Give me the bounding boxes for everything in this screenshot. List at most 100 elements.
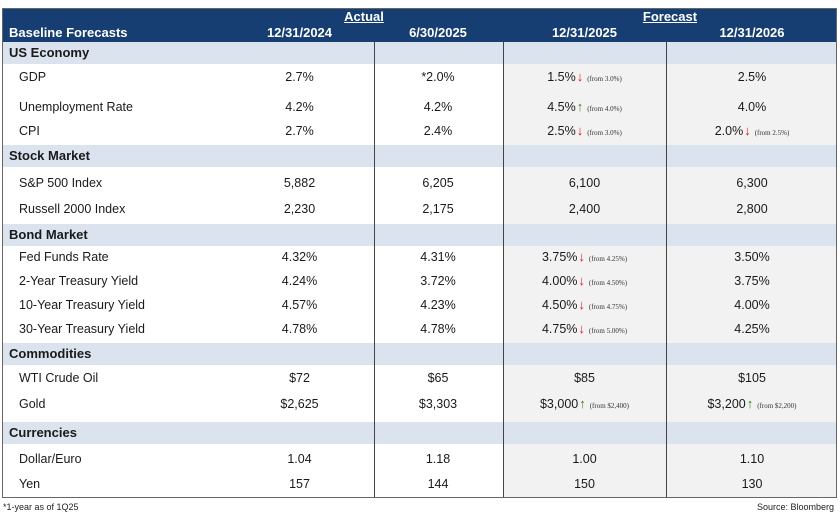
value-cell: 4.78%	[232, 317, 367, 341]
cell-value: 2,230	[283, 202, 316, 216]
column-divider	[503, 42, 504, 498]
section-label: Currencies	[9, 425, 77, 440]
cell-value: 1.18	[425, 452, 451, 466]
value-cell: 2,230	[232, 196, 367, 222]
value-cell: $85	[503, 366, 666, 390]
prior-forecast-note: (from 5.00%)	[588, 327, 628, 335]
row-label: Fed Funds Rate	[19, 250, 109, 264]
section-label: Stock Market	[9, 148, 90, 163]
cell-value: 4.23%	[420, 298, 456, 312]
section-label: US Economy	[9, 45, 90, 60]
cell-value: $2,625	[280, 397, 319, 411]
cell-value: 2,800	[736, 202, 768, 216]
table-row: 10-Year Treasury Yield 4.57% 4.23% 4.50%↓ (f…	[2, 293, 837, 317]
prior-forecast-note: (from 4.25%)	[588, 255, 628, 263]
cell-value: $3,000	[539, 397, 579, 411]
cell-value: $85	[574, 371, 595, 385]
section-label: Commodities	[9, 346, 92, 361]
prior-forecast-note: (from 4.50%)	[588, 279, 628, 287]
value-cell: 3.75%↓ (from 4.25%)	[503, 245, 666, 271]
table-header: Baseline Forecasts Actual Forecast 12/31…	[2, 8, 837, 42]
cell-value: 1.10	[739, 452, 765, 466]
cell-value: 4.50%	[541, 298, 578, 312]
cell-value: 3.75%	[734, 274, 770, 288]
cell-value: *2.0%	[421, 70, 455, 84]
value-cell: 6,205	[374, 170, 502, 196]
value-cell: 144	[374, 472, 502, 496]
value-cell: 4.32%	[232, 245, 367, 269]
value-cell: $3,303	[374, 391, 502, 417]
cell-value: 4.32%	[281, 250, 318, 264]
value-cell: 4.78%	[374, 317, 502, 341]
row-label: Dollar/Euro	[19, 452, 82, 466]
cell-value: 4.00%	[734, 298, 770, 312]
cell-value: 3.72%	[420, 274, 456, 288]
row-label: 30-Year Treasury Yield	[19, 322, 146, 336]
value-cell: 3.72%	[374, 269, 502, 293]
cell-value: 4.2%	[423, 100, 453, 114]
value-cell: 4.5%↑ (from 4.0%)	[503, 95, 666, 121]
cell-value: 2.7%	[285, 124, 314, 138]
value-cell: 1.10	[667, 447, 837, 471]
cell-value: 150	[574, 477, 595, 491]
cell-value: 157	[289, 477, 310, 491]
value-cell: 2.5%	[667, 65, 837, 89]
value-cell: 4.00%	[667, 293, 837, 317]
arrow-up-icon: ↑	[579, 396, 586, 411]
value-cell: 4.2%	[374, 95, 502, 119]
row-label: Gold	[19, 397, 46, 411]
cell-value: $3,303	[418, 397, 458, 411]
cell-value: 1.04	[287, 452, 312, 466]
arrow-down-icon: ↓	[578, 297, 585, 312]
cell-value: 2.7%	[285, 70, 314, 84]
value-cell: 2.5%↓ (from 3.0%)	[503, 119, 666, 145]
row-label: WTI Crude Oil	[19, 371, 99, 385]
cell-value: $72	[289, 371, 310, 385]
value-cell: 6,100	[503, 170, 666, 196]
cell-value: 1.00	[572, 452, 597, 466]
value-cell: $105	[667, 366, 837, 390]
table-row: Yen 157 144 150 130	[2, 472, 837, 496]
prior-forecast-note: (from 4.0%)	[587, 105, 622, 113]
row-label: Unemployment Rate	[19, 100, 133, 114]
arrow-down-icon: ↓	[744, 123, 751, 138]
cell-value: $3,200	[707, 397, 746, 411]
cell-value: $105	[738, 371, 766, 385]
value-cell: 4.31%	[374, 245, 502, 269]
value-cell: 2.0%↓ (from 2.5%)	[667, 119, 837, 145]
table-row: Unemployment Rate 4.2% 4.2% 4.5%↑ (from 4.0%…	[2, 95, 837, 119]
forecast-table: Baseline Forecasts Actual Forecast 12/31…	[2, 8, 837, 498]
value-cell: 4.24%	[232, 269, 367, 293]
value-cell: 4.25%	[667, 317, 837, 341]
group-actual-label: Actual	[344, 9, 384, 24]
section-header: Bond Market	[2, 224, 837, 246]
row-label: GDP	[19, 70, 47, 84]
value-cell: 2,400	[503, 196, 666, 222]
value-cell: 2.4%	[374, 119, 502, 143]
prior-forecast-note: (from 4.75%)	[588, 303, 628, 311]
arrow-down-icon: ↓	[578, 249, 585, 264]
column-header-actual-2025: 6/30/2025	[409, 25, 467, 40]
arrow-down-icon: ↓	[576, 69, 584, 84]
cell-value: 4.31%	[420, 250, 456, 264]
value-cell: 5,882	[232, 170, 367, 196]
prior-forecast-note: (from 2.5%)	[754, 129, 790, 137]
table-row: 2-Year Treasury Yield 4.24% 3.72% 4.00%↓ (fr…	[2, 269, 837, 293]
cell-value: 2.4%	[423, 124, 453, 138]
table-row: S&P 500 Index 5,882 6,205 6,100 6,300	[2, 170, 837, 196]
value-cell: 150	[503, 472, 666, 496]
value-cell: 6,300	[667, 170, 837, 196]
row-label: 10-Year Treasury Yield	[19, 298, 146, 312]
table-title: Baseline Forecasts	[9, 25, 128, 40]
value-cell: $72	[232, 366, 367, 390]
value-cell: 2,800	[667, 196, 837, 222]
cell-value: 6,300	[736, 176, 768, 190]
value-cell: $65	[374, 366, 502, 390]
section-header: Stock Market	[2, 145, 837, 167]
cell-value: 2,175	[422, 202, 454, 216]
cell-value: 4.78%	[281, 322, 318, 336]
table-row: 30-Year Treasury Yield 4.78% 4.78% 4.75%↓ (f…	[2, 317, 837, 341]
value-cell: 4.0%	[667, 95, 837, 119]
value-cell: $2,625	[232, 391, 367, 417]
arrow-up-icon: ↑	[746, 396, 754, 411]
